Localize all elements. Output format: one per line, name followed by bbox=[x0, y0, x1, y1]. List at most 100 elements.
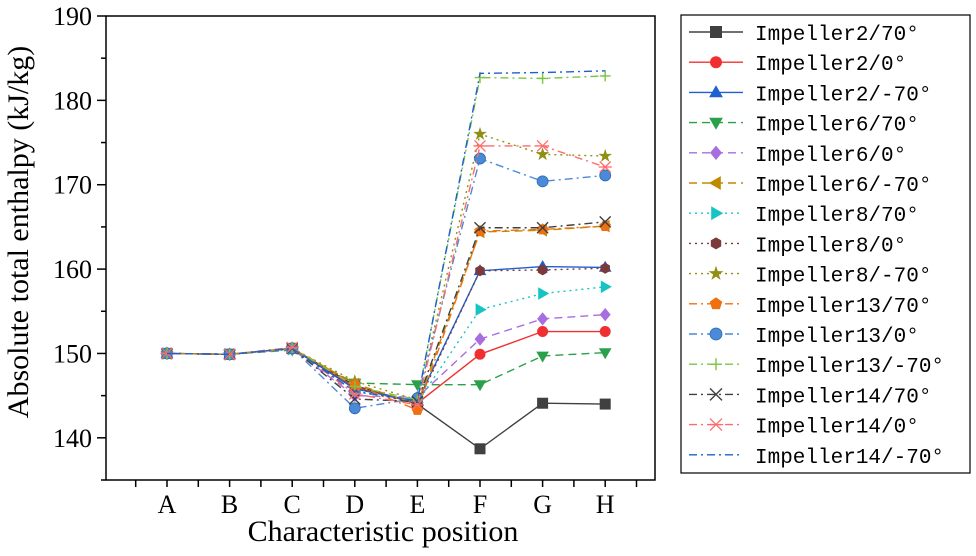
x-tick-label: H bbox=[596, 490, 615, 519]
x-tick-label: C bbox=[284, 490, 301, 519]
legend-label: Impeller8/0° bbox=[755, 235, 906, 258]
series-15 bbox=[166, 70, 606, 402]
series-line bbox=[166, 225, 606, 405]
legend-entry: Impeller6/70° bbox=[689, 115, 919, 138]
legend-marker bbox=[710, 26, 722, 38]
data-point bbox=[349, 380, 361, 392]
data-point bbox=[473, 380, 487, 392]
y-tick-label: 140 bbox=[53, 424, 92, 453]
legend-marker bbox=[710, 56, 722, 69]
data-point bbox=[473, 126, 487, 140]
data-point bbox=[411, 403, 424, 415]
legend-label: Impeller2/70° bbox=[755, 24, 919, 47]
legend-label: Impeller8/70° bbox=[755, 205, 919, 228]
series-line bbox=[166, 349, 606, 386]
legend-label: Impeller14/70° bbox=[755, 386, 931, 409]
legend-marker bbox=[709, 85, 723, 98]
data-point bbox=[410, 398, 424, 411]
legend-entry: Impeller6/0° bbox=[689, 145, 906, 168]
x-axis-label: Characteristic position bbox=[248, 515, 519, 548]
y-axis-label: Absolute total enthalpy (kJ/kg) bbox=[2, 46, 35, 418]
data-point bbox=[537, 72, 549, 84]
legend-entry: Impeller14/70° bbox=[689, 386, 931, 409]
axes: 140 150 160 170 180 190 A B C D E F G H bbox=[53, 2, 656, 519]
data-point bbox=[536, 175, 549, 188]
legend-marker bbox=[710, 358, 722, 371]
x-tick-label: F bbox=[473, 490, 487, 519]
y-tick-label: 170 bbox=[53, 171, 92, 200]
legend-marker bbox=[709, 327, 723, 341]
legend: Impeller2/70° Impeller2/0° Impeller2/-70° I… bbox=[680, 14, 971, 474]
legend-box bbox=[680, 14, 971, 474]
legend-label: Impeller2/0° bbox=[755, 54, 906, 77]
data-point bbox=[599, 326, 611, 338]
legend-marker bbox=[709, 297, 723, 310]
legend-label: Impeller13/70° bbox=[755, 296, 931, 319]
data-point bbox=[474, 443, 486, 455]
legend-label: Impeller6/70° bbox=[755, 115, 919, 138]
legend-marker bbox=[708, 418, 724, 432]
legend-entry: Impeller13/-70° bbox=[689, 356, 944, 379]
series-line bbox=[166, 221, 606, 403]
data-point bbox=[537, 326, 549, 338]
data-point bbox=[538, 287, 550, 300]
legend-marker bbox=[709, 117, 723, 130]
x-tick-label: A bbox=[158, 490, 177, 519]
data-point bbox=[535, 147, 550, 161]
legend-label: Impeller6/-70° bbox=[755, 175, 931, 198]
series-line bbox=[166, 70, 606, 402]
data-point bbox=[473, 139, 487, 152]
data-point bbox=[475, 303, 487, 316]
data-point bbox=[599, 398, 611, 410]
series-13 bbox=[161, 215, 612, 408]
y-tick-label: 160 bbox=[53, 255, 92, 284]
legend-entry: Impeller2/0° bbox=[689, 54, 906, 77]
data-point bbox=[537, 397, 549, 409]
legend-entry: Impeller2/-70° bbox=[689, 84, 931, 107]
data-point bbox=[536, 351, 549, 363]
legend-label: Impeller14/0° bbox=[755, 417, 919, 440]
legend-marker bbox=[708, 265, 724, 280]
legend-entry: Impeller8/0° bbox=[689, 235, 906, 258]
data-point bbox=[598, 348, 612, 360]
legend-label: Impeller14/-70° bbox=[755, 447, 944, 470]
y-tick-label: 190 bbox=[53, 2, 92, 31]
legend-entry: Impeller8/70° bbox=[689, 205, 919, 228]
data-point bbox=[348, 387, 362, 400]
series-11 bbox=[161, 152, 612, 415]
legend-marker bbox=[711, 206, 724, 221]
data-point bbox=[348, 402, 361, 415]
legend-label: Impeller8/-70° bbox=[755, 266, 931, 289]
legend-label: Impeller13/-70° bbox=[755, 356, 944, 379]
legend-label: Impeller2/-70° bbox=[755, 84, 931, 107]
data-point bbox=[599, 308, 611, 322]
data-point bbox=[600, 262, 610, 274]
legend-marker bbox=[708, 176, 721, 190]
y-tick-label: 150 bbox=[53, 339, 92, 368]
data-point bbox=[537, 312, 549, 326]
x-tick-label: D bbox=[345, 490, 364, 519]
legend-label: Impeller13/0° bbox=[755, 326, 919, 349]
series-7 bbox=[162, 280, 612, 409]
x-tick-label: E bbox=[409, 490, 425, 519]
legend-entry: Impeller13/0° bbox=[689, 326, 919, 349]
series-line bbox=[166, 157, 606, 410]
legend-entry: Impeller8/-70° bbox=[689, 266, 931, 289]
data-point bbox=[474, 332, 486, 346]
data-point bbox=[348, 393, 361, 406]
legend-label: Impeller6/0° bbox=[755, 145, 906, 168]
y-tick-label: 180 bbox=[53, 86, 92, 115]
legend-entry: Impeller13/70° bbox=[689, 296, 931, 319]
series-line bbox=[166, 330, 606, 404]
data-point bbox=[475, 265, 485, 277]
legend-entry: Impeller14/-70° bbox=[689, 447, 944, 470]
data-point bbox=[598, 148, 613, 162]
data-point bbox=[599, 70, 611, 82]
data-point bbox=[599, 215, 612, 228]
data-point bbox=[598, 161, 612, 173]
data-point bbox=[474, 348, 486, 360]
legend-entry: Impeller14/0° bbox=[689, 417, 919, 440]
plot-area bbox=[160, 70, 613, 455]
series-line bbox=[166, 313, 606, 399]
